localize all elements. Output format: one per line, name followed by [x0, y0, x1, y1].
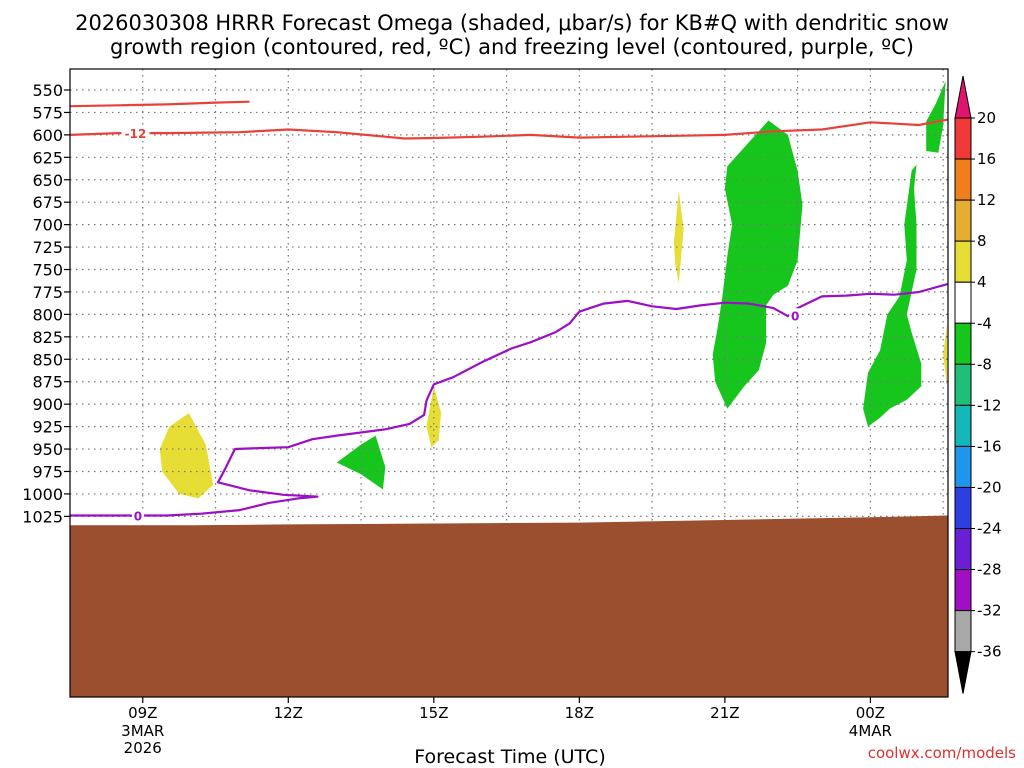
- x-tick-label-15Z: 15Z: [419, 704, 448, 722]
- omega-region-green-blob-13z: [336, 435, 386, 490]
- x-tick-label-18Z: 18Z: [565, 704, 594, 722]
- credit-text: coolwx.com/models: [868, 744, 1016, 762]
- colorbar-label-4: 4: [977, 273, 987, 291]
- y-tick-label-925: 925: [32, 418, 63, 437]
- contour-label-bg-1: [131, 508, 144, 523]
- omega-region-yellow-blob-20z: [673, 190, 684, 283]
- y-tick-label-900: 900: [32, 395, 63, 414]
- x-tick-label-09Z: 09Z: [128, 704, 157, 722]
- dgz-contour-lower: [69, 118, 949, 140]
- x-tick-sublabel-00Z: 4MAR: [849, 722, 892, 740]
- colorbar-label-6: -8: [977, 355, 992, 373]
- y-tick-label-975: 975: [32, 462, 63, 481]
- y-tick-label-625: 625: [32, 148, 63, 167]
- contour-label-2: 0: [791, 309, 799, 323]
- colorbar-label-5: -4: [977, 314, 992, 332]
- colorbar-swatch-4: [954, 240, 972, 283]
- colorbar-swatch-11: [954, 528, 972, 571]
- y-tick-label-850: 850: [32, 350, 63, 369]
- y-tick-label-600: 600: [32, 126, 63, 145]
- colorbar-top-arrow: [954, 75, 972, 119]
- y-tick-label-725: 725: [32, 238, 63, 257]
- freezing-level-contour: [70, 282, 949, 517]
- omega-region-yellow-sliver-right: [943, 323, 947, 387]
- y-axis-ticks: 550 575 600 625 650 675 700 725 750 775 800 825 850 8…: [22, 81, 70, 526]
- y-tick-label-800: 800: [32, 305, 63, 324]
- y-tick-label-775: 775: [32, 283, 63, 302]
- y-tick-label-1025: 1025: [22, 507, 63, 526]
- x-tick-label-21Z: 21Z: [710, 704, 739, 722]
- contour-label-0: -12: [125, 127, 147, 141]
- colorbar-bottom-arrow: [954, 651, 972, 694]
- omega-shaded-regions: [159, 81, 947, 499]
- chart-title-line1: 2026030308 HRRR Forecast Omega (shaded, …: [75, 11, 949, 35]
- colorbar-swatch-3: [954, 199, 972, 242]
- colorbar-swatch-12: [954, 569, 972, 612]
- colorbar-label-3: 8: [977, 232, 987, 250]
- y-tick-label-575: 575: [32, 103, 63, 122]
- ground-layer: [70, 515, 948, 697]
- colorbar-swatch-2: [954, 158, 972, 201]
- colorbar-label-13: -36: [977, 643, 1002, 661]
- colorbar-label-9: -20: [977, 478, 1002, 496]
- colorbar-swatch-9: [954, 445, 972, 488]
- contour-label-1: 0: [134, 509, 142, 523]
- x-axis-title: Forecast Time (UTC): [414, 746, 605, 768]
- omega-region-green-blob-24z-upper: [863, 164, 922, 427]
- ground-fill: [70, 515, 948, 697]
- omega-region-yellow-blob-09z: [159, 413, 214, 499]
- colorbar-swatch-7: [954, 363, 972, 406]
- plot-frame: [69, 68, 949, 698]
- colorbar-swatch-6: [954, 322, 972, 365]
- colorbar-label-1: 16: [977, 150, 996, 168]
- colorbar-swatch-1: [954, 117, 972, 160]
- y-tick-label-875: 875: [32, 373, 63, 392]
- x-tick-label-12Z: 12Z: [274, 704, 303, 722]
- y-tick-label-1000: 1000: [22, 485, 63, 504]
- colorbar-label-0: 20: [977, 109, 996, 127]
- contour-label-bg-0: [121, 126, 150, 141]
- omega-region-yellow-blob-15z: [426, 386, 442, 448]
- colorbar-label-12: -32: [977, 602, 1002, 620]
- y-tick-label-650: 650: [32, 171, 63, 190]
- colorbar-swatch-13: [954, 610, 972, 653]
- x-tick-sublabel-09Z: 3MAR: [121, 722, 164, 740]
- x-tick-year-09Z: 2026: [124, 739, 162, 757]
- y-tick-label-550: 550: [32, 81, 63, 100]
- colorbar-label-11: -28: [977, 561, 1002, 579]
- contour-label-bg-2: [789, 308, 802, 323]
- colorbar-label-2: 12: [977, 191, 996, 209]
- y-tick-label-675: 675: [32, 193, 63, 212]
- y-tick-label-950: 950: [32, 440, 63, 459]
- x-tick-label-00Z: 00Z: [856, 704, 885, 722]
- colorbar-label-8: -16: [977, 437, 1002, 455]
- colorbar: 20 16 12 8 4 -4 -8 -12 -16 -20 -24 -28 -32 -36: [954, 75, 1002, 694]
- colorbar-label-10: -24: [977, 520, 1002, 538]
- chart-title-line2: growth region (contoured, red, ºC) and f…: [110, 35, 914, 59]
- dgz-contour-upper: [69, 100, 250, 108]
- y-tick-label-750: 750: [32, 261, 63, 280]
- colorbar-swatch-10: [954, 486, 972, 530]
- y-tick-label-700: 700: [32, 216, 63, 235]
- omega-region-green-blob-21z: [712, 120, 803, 409]
- colorbar-label-7: -12: [977, 396, 1002, 414]
- colorbar-swatch-8: [954, 404, 972, 447]
- y-tick-label-825: 825: [32, 328, 63, 347]
- colorbar-swatch-5: [954, 281, 972, 324]
- contour-lines: -12 0 0: [69, 100, 949, 523]
